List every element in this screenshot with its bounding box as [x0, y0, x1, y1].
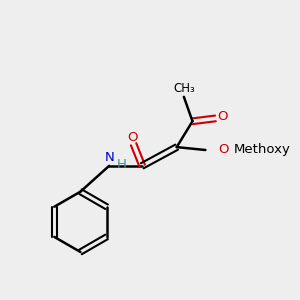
Text: O: O [218, 110, 228, 124]
Text: O: O [127, 130, 137, 144]
Text: O: O [218, 143, 229, 157]
Text: H: H [117, 158, 127, 171]
Text: CH₃: CH₃ [173, 82, 195, 95]
Text: Methoxy: Methoxy [233, 143, 290, 157]
Text: N: N [104, 151, 114, 164]
